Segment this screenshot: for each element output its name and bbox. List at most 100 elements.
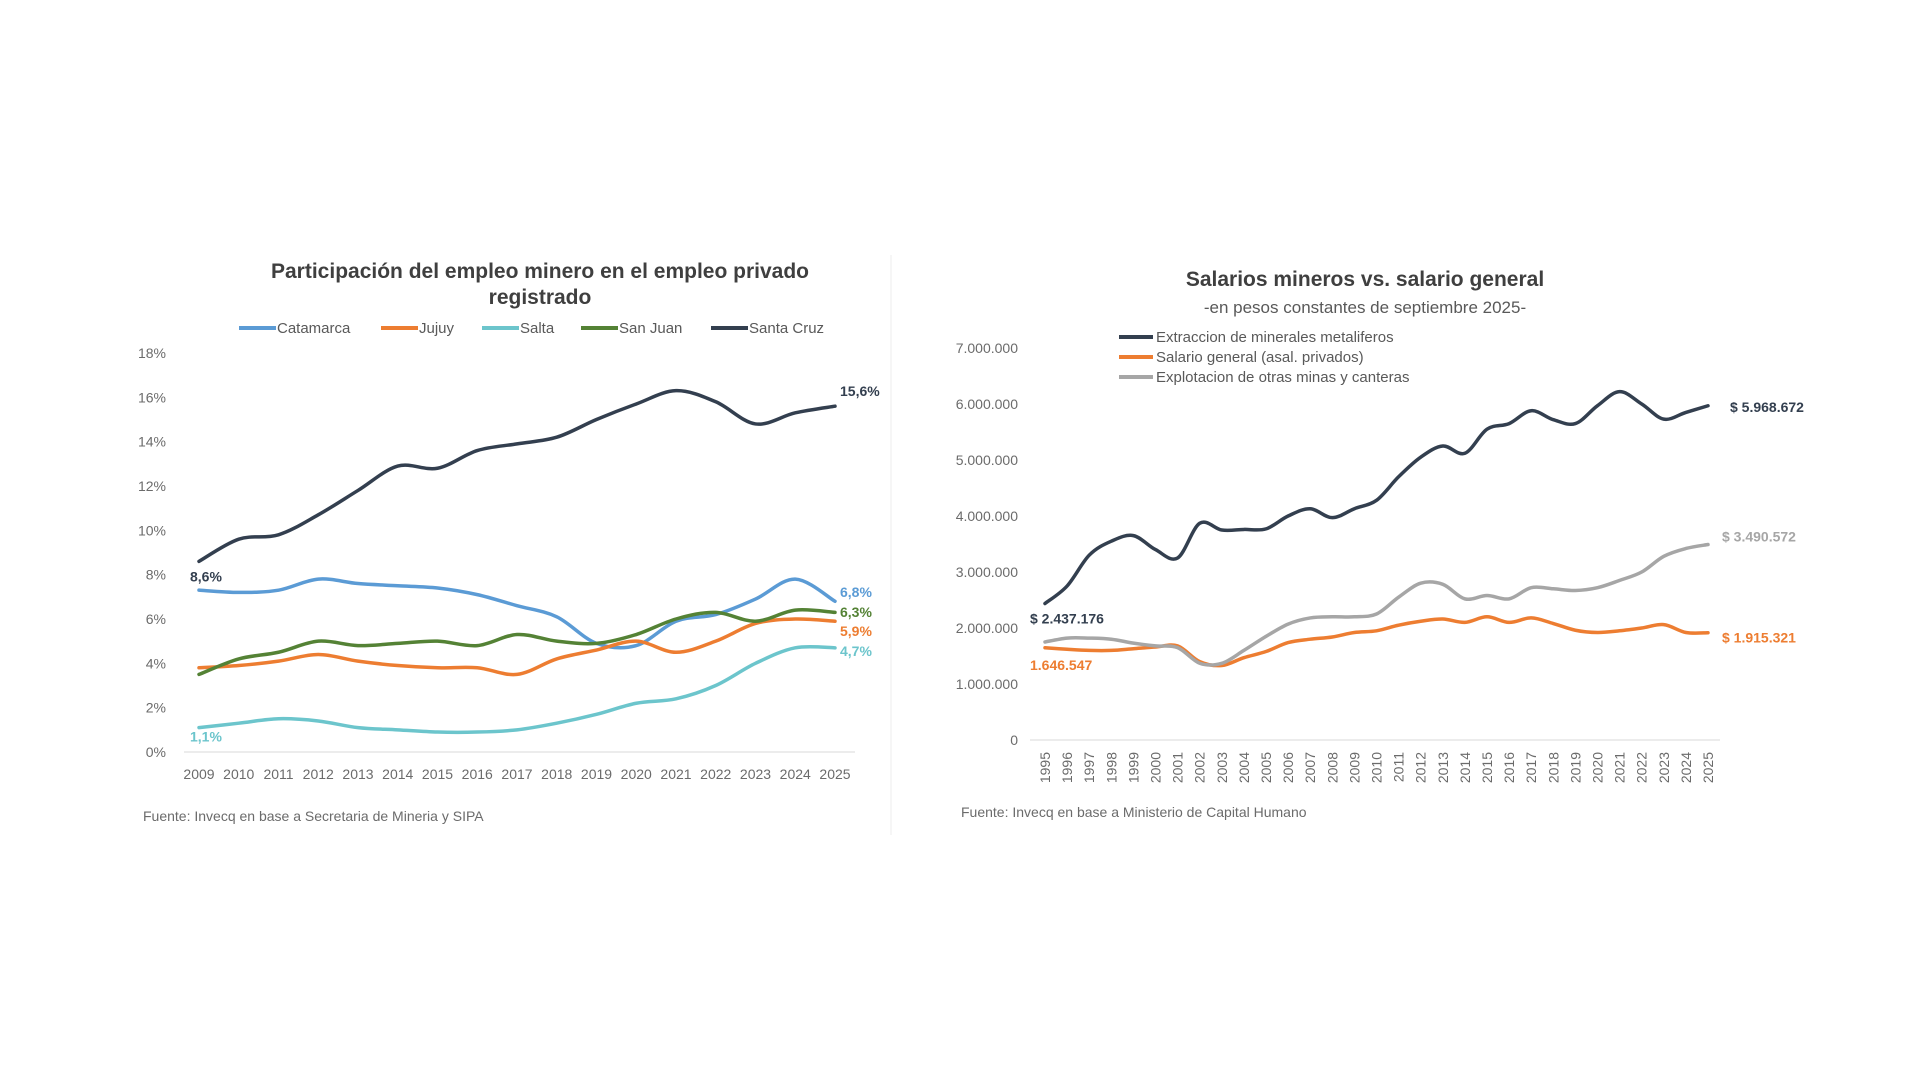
y-tick-label: 6.000.000: [956, 396, 1018, 412]
x-tick-label: 2017: [1523, 752, 1539, 783]
series-line-1: [1043, 615, 1710, 668]
legend-label: Jujuy: [419, 320, 455, 337]
legend-label: Extraccion de minerales metaliferos: [1156, 329, 1394, 346]
x-tick-label: 2014: [1457, 752, 1473, 783]
x-tick-label: 2025: [1700, 752, 1716, 783]
x-tick-label: 2010: [223, 766, 254, 782]
start-value-label: 1,1%: [190, 729, 222, 745]
x-tick-label: 2018: [1545, 752, 1561, 783]
series-line-0: [1043, 389, 1710, 606]
source-note: Fuente: Invecq en base a Secretaria de M…: [143, 808, 484, 824]
x-tick-label: 2013: [342, 766, 373, 782]
y-tick-label: 5.000.000: [956, 452, 1018, 468]
x-tick-label: 2000: [1148, 752, 1164, 783]
x-tick-label: 2010: [1369, 752, 1385, 783]
y-tick-label: 10%: [138, 522, 166, 538]
x-tick-label: 2002: [1192, 752, 1208, 783]
y-tick-label: 8%: [146, 567, 166, 583]
x-tick-label: 2018: [541, 766, 572, 782]
series-line-san-juan: [197, 608, 837, 677]
y-tick-label: 0: [1010, 732, 1018, 748]
chart-subtitle: -en pesos constantes de septiembre 2025-: [1204, 298, 1526, 317]
x-tick-label: 2004: [1236, 752, 1252, 783]
x-tick-label: 2011: [263, 766, 293, 782]
legend-label: Explotacion de otras minas y canteras: [1156, 369, 1409, 386]
chart-title: Salarios mineros vs. salario general: [1186, 268, 1544, 291]
chart-employment-share: Participación del empleo minero en el em…: [138, 260, 880, 824]
legend-label: Salta: [520, 320, 555, 337]
end-value-label: 5,9%: [840, 623, 872, 639]
x-tick-label: 2019: [581, 766, 612, 782]
x-tick-label: 2021: [660, 766, 691, 782]
x-tick-label: 1999: [1125, 752, 1141, 783]
y-tick-label: 6%: [146, 611, 166, 627]
end-value-label: 6,8%: [840, 584, 872, 600]
x-tick-label: 2014: [382, 766, 413, 782]
legend-label: San Juan: [619, 320, 682, 337]
y-tick-label: 4%: [146, 655, 166, 671]
y-tick-label: 7.000.000: [956, 340, 1018, 356]
start-value-label: $ 2.437.176: [1030, 611, 1104, 627]
x-tick-label: 1996: [1059, 752, 1075, 783]
x-tick-label: 2016: [462, 766, 493, 782]
start-value-label: 1.646.547: [1030, 657, 1092, 673]
x-tick-label: 2008: [1324, 752, 1340, 783]
end-value-label: 6,3%: [840, 604, 872, 620]
end-value-label: $ 3.490.572: [1722, 529, 1796, 545]
x-tick-label: 2001: [1170, 752, 1186, 783]
y-tick-label: 16%: [138, 389, 166, 405]
end-value-label: $ 5.968.672: [1730, 399, 1804, 415]
x-tick-label: 1997: [1081, 752, 1097, 783]
x-tick-label: 1995: [1037, 752, 1053, 783]
x-tick-label: 2016: [1501, 752, 1517, 783]
x-tick-label: 2020: [1590, 752, 1606, 783]
series-line-salta: [197, 644, 837, 735]
x-tick-label: 2009: [1346, 752, 1362, 783]
x-tick-label: 2022: [700, 766, 731, 782]
end-value-label: 15,6%: [840, 383, 880, 399]
y-tick-label: 12%: [138, 478, 166, 494]
y-tick-label: 2.000.000: [956, 620, 1018, 636]
x-tick-label: 2013: [1435, 752, 1451, 783]
x-tick-label: 2012: [1413, 752, 1429, 783]
x-tick-label: 2020: [621, 766, 652, 782]
x-tick-label: 2006: [1280, 752, 1296, 783]
chart-mining-salaries: Salarios mineros vs. salario general -en …: [956, 268, 1804, 820]
y-tick-label: 3.000.000: [956, 564, 1018, 580]
chart-title-line-2: registrado: [489, 286, 592, 309]
x-tick-label: 2021: [1612, 752, 1628, 783]
y-tick-label: 1.000.000: [956, 676, 1018, 692]
legend-label: Santa Cruz: [749, 320, 824, 337]
y-tick-label: 2%: [146, 700, 166, 716]
y-tick-label: 18%: [138, 345, 166, 361]
y-tick-label: 14%: [138, 434, 166, 450]
series-line-catamarca: [197, 577, 837, 650]
x-tick-label: 2023: [1656, 752, 1672, 783]
legend-label: Salario general (asal. privados): [1156, 349, 1364, 366]
x-tick-label: 2012: [303, 766, 334, 782]
end-value-label: 4,7%: [840, 643, 872, 659]
series-line-2: [1043, 542, 1710, 667]
x-tick-label: 2003: [1214, 752, 1230, 783]
x-tick-label: 2015: [422, 766, 453, 782]
x-tick-label: 1998: [1103, 752, 1119, 783]
x-tick-label: 2015: [1479, 752, 1495, 783]
x-tick-label: 2022: [1634, 752, 1650, 783]
x-tick-label: 2017: [501, 766, 532, 782]
x-tick-label: 2023: [740, 766, 771, 782]
legend-label: Catamarca: [277, 320, 351, 337]
series-line-jujuy: [197, 617, 837, 677]
start-value-label: 8,6%: [190, 568, 222, 584]
x-tick-label: 2005: [1258, 752, 1274, 783]
x-tick-label: 2011: [1391, 752, 1407, 782]
source-note: Fuente: Invecq en base a Ministerio de C…: [961, 804, 1307, 820]
y-tick-label: 0%: [146, 744, 166, 760]
x-tick-label: 2007: [1302, 752, 1318, 783]
chart-title-line-1: Participación del empleo minero en el em…: [271, 260, 809, 283]
end-value-label: $ 1.915.321: [1722, 630, 1796, 646]
series-line-santa-cruz: [197, 388, 837, 564]
x-tick-label: 2019: [1567, 752, 1583, 783]
x-tick-label: 2009: [183, 766, 214, 782]
x-tick-label: 2025: [819, 766, 850, 782]
